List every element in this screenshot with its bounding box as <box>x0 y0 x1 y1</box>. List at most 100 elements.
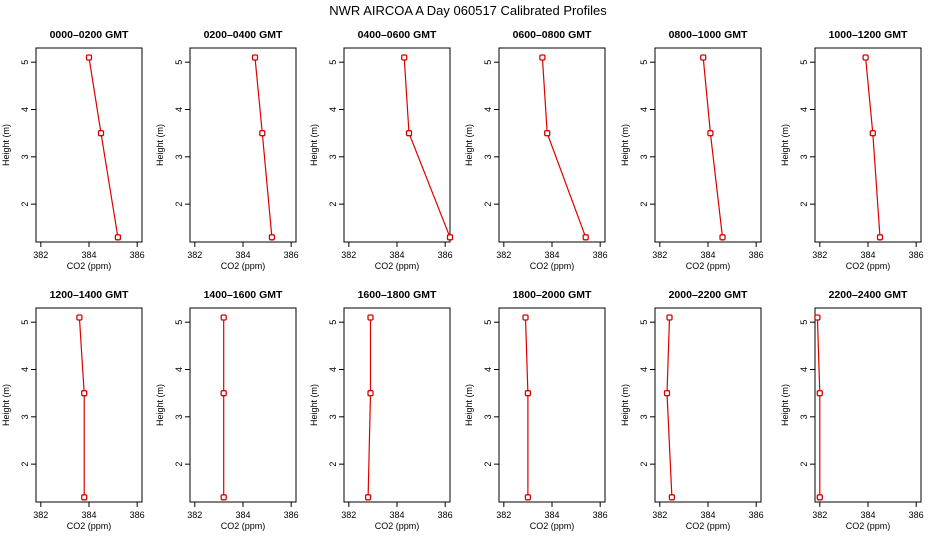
x-tick-label: 386 <box>130 510 145 520</box>
y-tick-label: 2 <box>20 202 30 207</box>
y-tick-label: 4 <box>483 367 493 372</box>
profile-panel-10: 1800–2000 GMT 382 384 386 2 3 4 5 CO2 (ppm) Heigh… <box>464 289 608 531</box>
profile-point <box>668 494 676 501</box>
profile-point <box>524 494 532 501</box>
x-tick-label: 384 <box>81 510 96 520</box>
x-tick-label: 382 <box>496 250 511 260</box>
y-tick-label: 5 <box>799 320 809 325</box>
panel-title: 2000–2200 GMT <box>669 289 748 301</box>
y-tick-label: 4 <box>328 367 338 372</box>
x-tick-label: 382 <box>652 250 667 260</box>
y-tick-label: 3 <box>799 414 809 419</box>
y-tick-label: 2 <box>639 462 649 467</box>
x-axis-label: CO2 (ppm) <box>221 261 266 271</box>
y-tick-label: 5 <box>639 60 649 65</box>
profile-point <box>816 390 823 397</box>
profile-point <box>268 234 276 241</box>
profile-point <box>582 234 589 241</box>
y-tick-label: 2 <box>20 462 30 467</box>
y-axis-label: Height (m) <box>780 384 790 426</box>
profile-point <box>816 494 823 501</box>
x-tick-label: 386 <box>438 510 453 520</box>
y-axis-label: Height (m) <box>309 384 319 426</box>
profile-point <box>544 130 551 137</box>
y-tick-label: 3 <box>483 154 493 159</box>
y-tick-label: 4 <box>639 107 649 112</box>
x-tick-label: 386 <box>909 250 924 260</box>
profile-point <box>869 130 876 137</box>
x-tick-label: 384 <box>389 250 404 260</box>
x-axis-label: CO2 (ppm) <box>67 521 112 531</box>
y-tick-label: 4 <box>328 107 338 112</box>
y-tick-label: 2 <box>799 462 809 467</box>
x-tick-label: 384 <box>81 250 96 260</box>
x-tick-label: 382 <box>812 510 827 520</box>
y-tick-label: 3 <box>174 154 184 159</box>
y-tick-label: 4 <box>799 367 809 372</box>
y-tick-label: 4 <box>20 107 30 112</box>
panel-title: 1400–1600 GMT <box>204 289 283 301</box>
profile-point <box>364 494 372 501</box>
y-tick-label: 5 <box>328 320 338 325</box>
profile-panel-5: 0800–1000 GMT 382 384 386 2 3 4 5 CO2 (ppm) Heigh… <box>620 29 764 271</box>
plot-frame <box>189 307 297 503</box>
x-tick-label: 384 <box>860 250 875 260</box>
y-tick-label: 4 <box>20 367 30 372</box>
x-tick-label: 384 <box>235 250 250 260</box>
profile-line <box>367 317 372 498</box>
y-axis-label: Height (m) <box>780 124 790 166</box>
x-axis-label: CO2 (ppm) <box>530 521 575 531</box>
plot-frame <box>814 307 922 503</box>
profile-point <box>876 234 884 241</box>
profile-point <box>76 314 83 321</box>
y-tick-label: 4 <box>174 367 184 372</box>
y-axis-label: Height (m) <box>620 124 630 166</box>
profile-point <box>85 54 93 61</box>
x-tick-label: 382 <box>341 510 356 520</box>
x-tick-label: 384 <box>860 510 875 520</box>
profile-line <box>88 57 119 238</box>
profile-line <box>702 57 724 238</box>
y-tick-label: 5 <box>328 60 338 65</box>
y-axis-label: Height (m) <box>155 384 165 426</box>
profile-point <box>539 54 546 61</box>
y-tick-label: 5 <box>174 60 184 65</box>
y-tick-label: 2 <box>799 202 809 207</box>
x-tick-label: 382 <box>187 250 202 260</box>
y-tick-label: 3 <box>20 154 30 159</box>
profile-point <box>401 54 408 61</box>
x-axis-label: CO2 (ppm) <box>67 261 112 271</box>
profile-point <box>524 390 532 397</box>
profile-panel-9: 1600–1800 GMT 382 384 386 2 3 4 5 CO2 (ppm) Heigh… <box>309 289 453 531</box>
x-axis-label: CO2 (ppm) <box>375 521 420 531</box>
panel-title: 1800–2000 GMT <box>513 289 592 301</box>
x-axis-label: CO2 (ppm) <box>686 521 731 531</box>
y-axis-label: Height (m) <box>155 124 165 166</box>
profile-point <box>81 494 88 501</box>
y-tick-label: 5 <box>799 60 809 65</box>
plot-frame <box>654 47 762 243</box>
profile-point <box>719 234 726 241</box>
profile-point <box>405 130 413 137</box>
panel-grid: 0000–0200 GMT 382 384 386 2 3 4 5 CO2 (ppm) Heigh… <box>1 29 924 531</box>
profile-point <box>862 54 869 61</box>
x-tick-label: 384 <box>544 510 559 520</box>
x-tick-label: 384 <box>235 510 250 520</box>
x-axis-label: CO2 (ppm) <box>846 521 891 531</box>
y-tick-label: 3 <box>20 414 30 419</box>
profile-point <box>663 390 671 397</box>
profile-point <box>367 314 374 321</box>
profile-panel-12: 2200–2400 GMT 382 384 386 2 3 4 5 CO2 (ppm) Heigh… <box>780 289 924 531</box>
x-axis-label: CO2 (ppm) <box>686 261 731 271</box>
panel-title: 0200–0400 GMT <box>204 29 283 41</box>
profile-line <box>403 57 451 238</box>
x-tick-label: 382 <box>496 510 511 520</box>
panel-title: 1600–1800 GMT <box>358 289 437 301</box>
x-tick-label: 382 <box>652 510 667 520</box>
x-tick-label: 386 <box>909 510 924 520</box>
profile-panel-4: 0600–0800 GMT 382 384 386 2 3 4 5 CO2 (ppm) Heigh… <box>464 29 608 271</box>
x-axis-label: CO2 (ppm) <box>221 521 266 531</box>
plot-frame <box>498 307 606 503</box>
profile-line <box>816 317 821 498</box>
x-tick-label: 386 <box>284 250 299 260</box>
